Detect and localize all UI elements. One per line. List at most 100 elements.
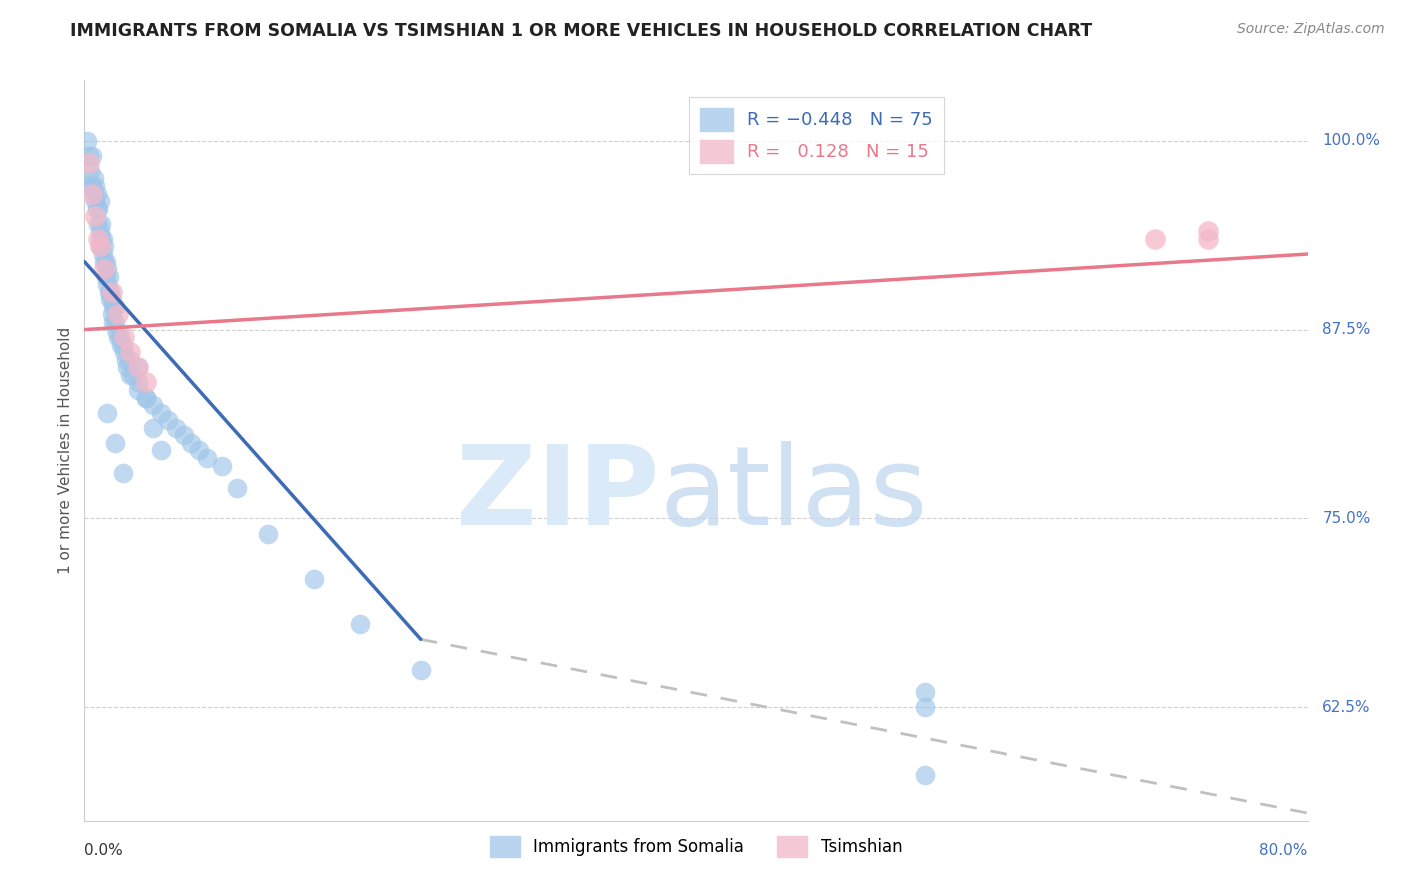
Point [157,413,180,427]
Text: atlas: atlas [659,442,928,549]
Text: 0.0%: 0.0% [84,843,124,858]
Point [77,156,100,170]
Point [84,194,107,209]
Point [107,330,129,344]
Point [93,254,115,268]
Point [149,406,172,420]
Legend: Immigrants from Somalia, Tsimshian: Immigrants from Somalia, Tsimshian [484,830,908,864]
Point [76,134,98,148]
Point [79,164,101,178]
Text: IMMIGRANTS FROM SOMALIA VS TSIMSHIAN 1 OR MORE VEHICLES IN HOUSEHOLD CORRELATION: IMMIGRANTS FROM SOMALIA VS TSIMSHIAN 1 O… [70,22,1092,40]
Point [914,768,936,782]
Point [87,232,110,246]
Point [98,285,121,299]
Point [195,450,218,465]
Point [409,663,432,677]
Point [97,269,120,284]
Point [89,194,111,209]
Point [96,406,118,420]
Point [188,443,211,458]
Point [77,149,100,163]
Point [142,421,165,435]
Point [101,285,124,299]
Point [127,360,149,375]
Point [103,300,125,314]
Text: 75.0%: 75.0% [1322,511,1371,526]
Point [84,209,107,223]
Text: 62.5%: 62.5% [1322,700,1371,714]
Point [135,376,157,390]
Text: Source: ZipAtlas.com: Source: ZipAtlas.com [1237,22,1385,37]
Point [105,322,128,336]
Point [127,360,149,375]
Point [142,398,165,412]
Point [97,285,120,299]
Point [914,700,936,714]
Text: ZIP: ZIP [456,442,659,549]
Point [87,202,110,216]
Point [101,293,124,307]
Point [114,352,136,367]
Point [108,330,131,344]
Point [84,179,107,194]
Point [302,572,325,586]
Point [120,352,142,367]
Point [180,436,202,450]
Point [111,466,134,480]
Point [226,481,249,495]
Point [80,149,103,163]
Point [80,186,103,201]
Point [165,421,187,435]
Point [103,315,125,329]
Point [1197,232,1219,246]
Point [111,337,134,351]
Text: 87.5%: 87.5% [1322,322,1371,337]
Point [91,247,114,261]
Point [87,217,110,231]
Point [90,232,112,246]
Point [122,368,145,382]
Point [90,217,112,231]
Point [101,308,124,322]
Point [83,171,105,186]
Point [107,308,129,322]
Point [86,186,108,201]
Point [1143,232,1166,246]
Text: 100.0%: 100.0% [1322,133,1381,148]
Point [91,232,114,246]
Point [94,269,117,284]
Point [89,239,111,253]
Point [120,345,142,359]
Point [135,391,157,405]
Point [96,277,118,292]
Point [93,239,115,253]
Point [127,383,149,397]
Point [115,360,138,375]
Text: 80.0%: 80.0% [1260,843,1308,858]
Point [127,376,149,390]
Point [93,262,115,277]
Point [1197,224,1219,238]
Point [914,685,936,699]
Point [80,179,103,194]
Point [349,617,371,632]
Point [86,202,108,216]
Point [104,315,127,329]
Point [104,300,127,314]
Point [94,254,117,268]
Y-axis label: 1 or more Vehicles in Household: 1 or more Vehicles in Household [58,326,73,574]
Point [89,224,111,238]
Point [211,458,233,473]
Point [112,330,135,344]
Point [135,391,157,405]
Point [104,436,127,450]
Point [173,428,195,442]
Point [89,239,111,253]
Point [83,186,105,201]
Point [257,526,280,541]
Point [112,345,135,359]
Point [120,368,142,382]
Point [110,337,132,351]
Point [98,293,121,307]
Point [96,262,118,277]
